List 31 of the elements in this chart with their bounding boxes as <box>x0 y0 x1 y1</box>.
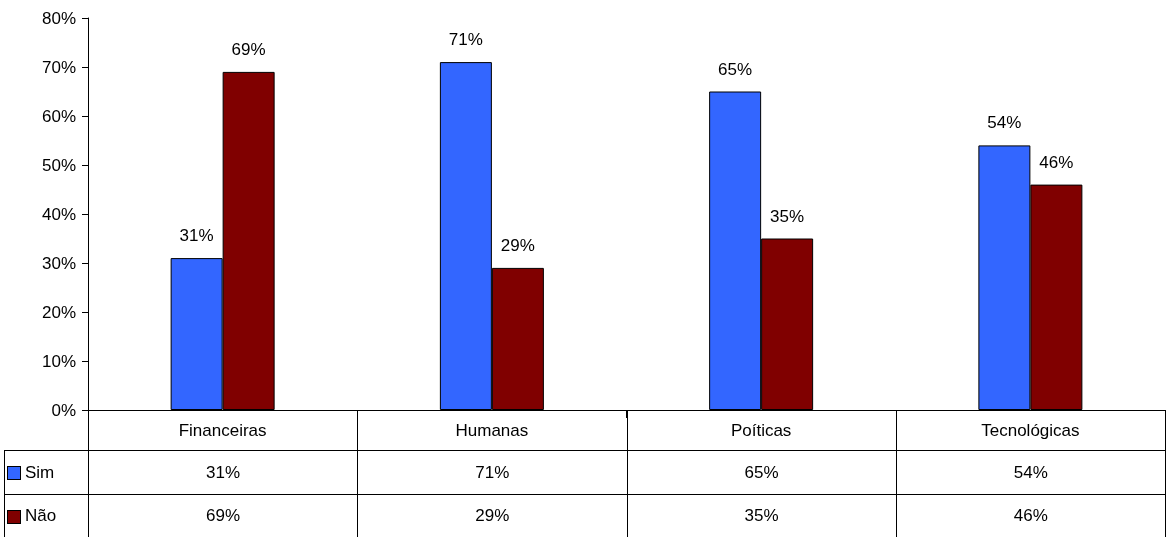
y-tick-label: 60% <box>41 106 76 126</box>
text: 65% <box>718 59 753 79</box>
text: 54% <box>987 113 1022 133</box>
data-label: 35% <box>627 494 897 537</box>
x-tick-label: Tecnológicas <box>981 421 1080 440</box>
x-tick-label: Financeiras <box>178 421 267 440</box>
legend-label: Não <box>25 506 57 525</box>
text: 31% <box>179 226 214 246</box>
data-label: 46% <box>896 494 1166 537</box>
data-label: 31% <box>88 450 358 495</box>
x-tick-label: Humanas <box>455 421 529 440</box>
data-label: 54% <box>896 450 1166 495</box>
y-tick-label: 50% <box>41 155 76 175</box>
text: 29% <box>500 235 535 255</box>
y-tick-label: 80% <box>41 8 76 28</box>
data-label: 29% <box>357 494 627 537</box>
y-tick-label: 70% <box>41 57 76 77</box>
legend-label: Sim <box>25 462 55 482</box>
y-tick-label: 30% <box>41 253 76 273</box>
y-tick-label: 40% <box>41 204 76 224</box>
data-label: 69% <box>88 494 358 537</box>
y-tick-label: 10% <box>41 351 76 371</box>
data-label: 71% <box>357 450 627 495</box>
y-tick-label: 20% <box>41 302 76 322</box>
data-label: 65% <box>627 450 897 495</box>
text: 69% <box>231 39 266 59</box>
text: 46% <box>1039 152 1074 172</box>
x-tick-label: Poíticas <box>730 421 792 440</box>
text: 35% <box>770 206 805 226</box>
text: 71% <box>448 30 483 50</box>
y-tick-label: 0% <box>51 400 76 420</box>
